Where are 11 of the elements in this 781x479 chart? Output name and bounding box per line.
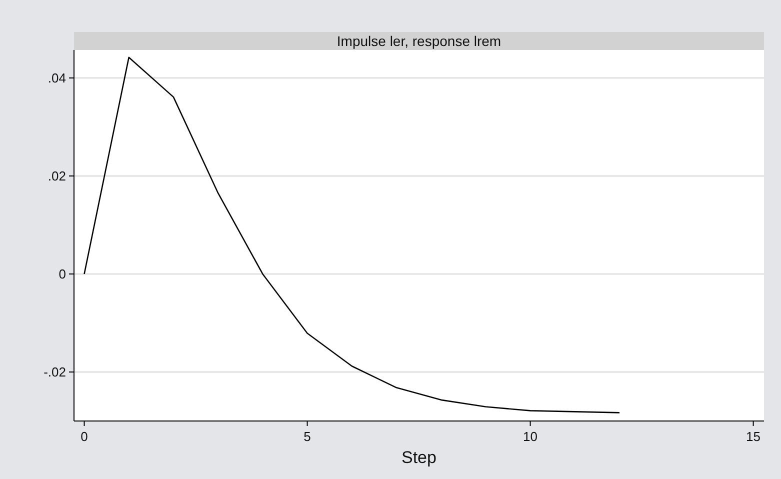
line-series (84, 56, 620, 414)
x-tick-label: 10 (523, 429, 538, 444)
y-tick-label: .04 (48, 70, 66, 86)
y-tick-label: -.02 (44, 364, 66, 380)
chart-title: Impulse ler, response lrem (336, 33, 502, 49)
x-tick-label: 0 (80, 429, 88, 444)
x-axis-title: Step (402, 448, 436, 467)
x-tick-label: 5 (304, 429, 311, 444)
y-tick-label: 0 (58, 266, 66, 282)
x-tick-label: 15 (746, 429, 761, 444)
y-tick-label: .02 (48, 168, 66, 184)
